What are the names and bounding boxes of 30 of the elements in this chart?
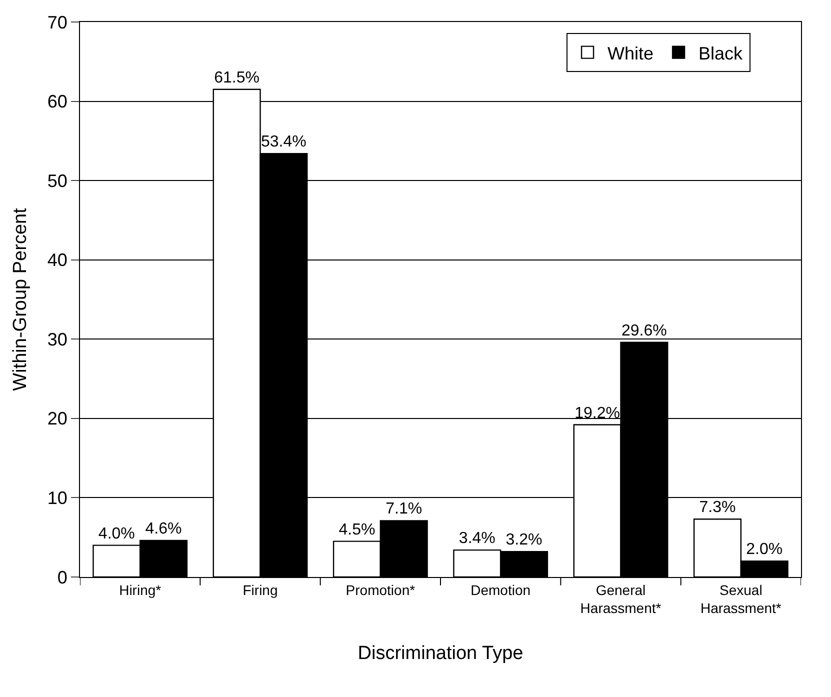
y-tick-label: 70 bbox=[47, 12, 68, 32]
y-tick-label: 30 bbox=[47, 329, 68, 350]
data-label: 7.3% bbox=[699, 499, 736, 516]
data-label: 3.4% bbox=[458, 530, 496, 548]
x-tick-label: Hiring* bbox=[119, 582, 162, 598]
data-label: 4.5% bbox=[338, 521, 376, 538]
legend-label: White bbox=[608, 43, 654, 64]
data-label: 4.0% bbox=[98, 525, 135, 542]
data-label: 7.1% bbox=[386, 500, 422, 518]
x-axis-title: Discrimination Type bbox=[358, 642, 524, 664]
legend-label: Black bbox=[698, 43, 744, 64]
data-label: 53.4% bbox=[260, 134, 306, 151]
x-tick-label: Firing bbox=[242, 582, 278, 598]
data-label: 19.2% bbox=[574, 404, 620, 422]
y-tick-label: 60 bbox=[47, 92, 68, 112]
x-tick-label: General Harassment* bbox=[580, 582, 662, 616]
y-tick-label: 50 bbox=[47, 170, 68, 191]
x-tick-label: Sexual Harassment* bbox=[700, 582, 782, 616]
x-tick-label: Demotion bbox=[470, 582, 531, 598]
y-tick-label: 20 bbox=[47, 408, 68, 429]
y-tick-label: 0 bbox=[57, 567, 68, 588]
y-tick-label: 10 bbox=[47, 488, 68, 508]
x-tick-label: Promotion* bbox=[346, 582, 416, 598]
data-label: 3.2% bbox=[506, 532, 542, 549]
data-label: 29.6% bbox=[621, 322, 667, 340]
data-label: 4.6% bbox=[145, 520, 182, 538]
data-label: 61.5% bbox=[214, 69, 260, 86]
data-label: 2.0% bbox=[746, 541, 783, 558]
y-axis-title: Within-Group Percent bbox=[10, 207, 32, 391]
y-tick-label: 40 bbox=[47, 250, 68, 270]
